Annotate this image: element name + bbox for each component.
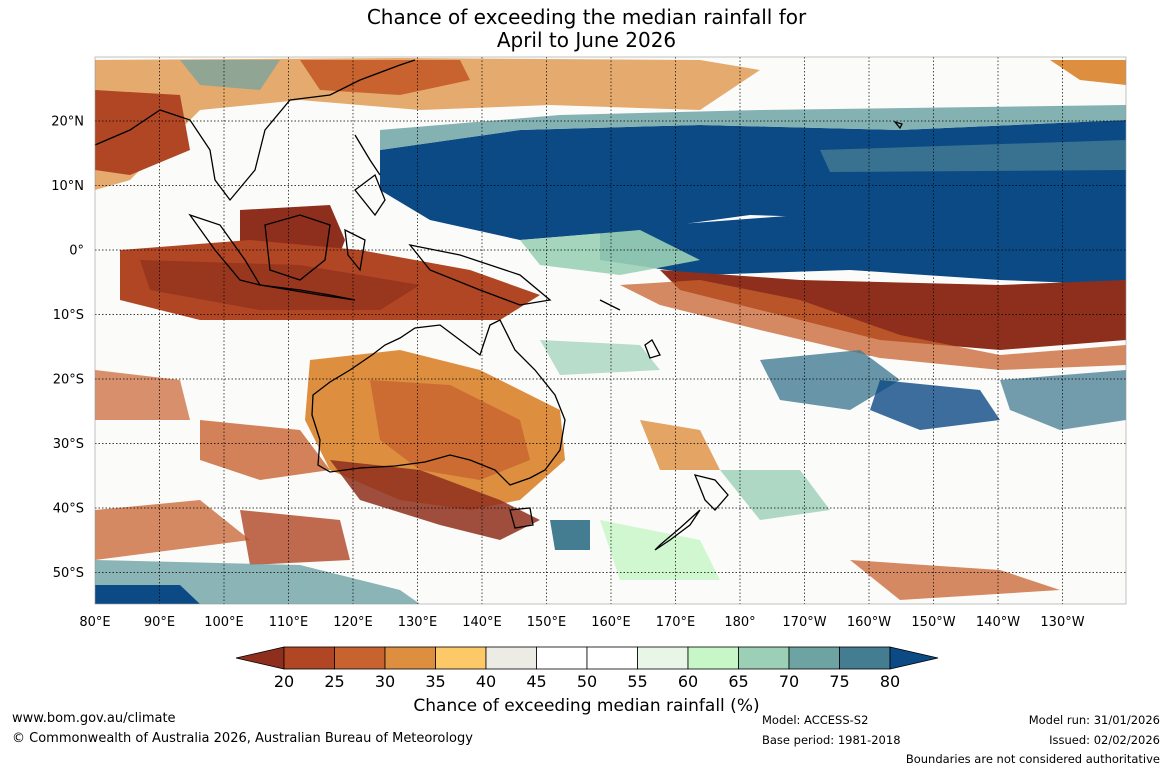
boundaries-disclaimer: Boundaries are not considered authoritat… — [905, 752, 1160, 766]
longitude-label: 130°W — [1040, 615, 1084, 630]
colorbar-swatch — [586, 646, 638, 670]
longitude-label: 150°W — [911, 615, 955, 630]
colorbar-tick: 75 — [829, 672, 849, 691]
colorbar-swatch — [435, 646, 487, 670]
colorbar-extend-low — [235, 646, 285, 670]
colorbar-swatch — [788, 646, 840, 670]
colorbar-tick: 20 — [274, 672, 294, 691]
colorbar-tick: 55 — [627, 672, 647, 691]
longitude-label: 160°W — [847, 615, 891, 630]
graticule — [95, 57, 1126, 604]
colorbar-swatch — [738, 646, 790, 670]
colorbar-tick: 50 — [577, 672, 597, 691]
colorbar — [235, 646, 939, 670]
longitude-label: 150°E — [527, 615, 567, 630]
colorbar-tick-labels: 20 25 30 35 40 45 50 55 60 65 70 75 80 — [274, 672, 900, 691]
latitude-label: 20°N — [51, 115, 84, 130]
base-period: Base period: 1981-2018 — [762, 733, 901, 747]
map-frame — [94, 56, 1127, 605]
colorbar-swatch — [839, 646, 891, 670]
colorbar-swatch — [536, 646, 588, 670]
colorbar-swatch — [485, 646, 537, 670]
colorbar-swatch — [637, 646, 689, 670]
longitude-label: 110°E — [269, 615, 309, 630]
coastlines — [94, 59, 903, 551]
longitude-label: 180° — [724, 615, 755, 630]
colorbar-label: Chance of exceeding median rainfall (%) — [413, 696, 760, 716]
longitude-label: 100°E — [204, 615, 244, 630]
latitude-label: 40°S — [53, 502, 84, 517]
bom-url[interactable]: www.bom.gov.au/climate — [12, 711, 176, 726]
latitude-label: 20°S — [53, 373, 84, 388]
colorbar-tick: 80 — [880, 672, 900, 691]
colorbar-swatch — [283, 646, 335, 670]
model-name: Model: ACCESS-S2 — [762, 713, 869, 727]
latitude-label: 10°S — [53, 308, 84, 323]
colorbar-tick: 35 — [425, 672, 445, 691]
latitude-label: 0° — [69, 244, 84, 259]
map-title-line-2: April to June 2026 — [496, 28, 677, 52]
longitude-label: 130°E — [398, 615, 438, 630]
issued-date: Issued: 02/02/2026 — [1049, 733, 1160, 747]
model-run-date: Model run: 31/01/2026 — [1028, 713, 1160, 727]
longitude-label: 80°E — [79, 615, 110, 630]
copyright-text: © Commonwealth of Australia 2026, Austra… — [12, 731, 473, 746]
longitude-label: 90°E — [144, 615, 175, 630]
colorbar-swatch — [384, 646, 436, 670]
colorbar-tick: 30 — [375, 672, 395, 691]
latitude-labels: 20°N 10°N 0° 10°S 20°S 30°S 40°S 50°S — [51, 115, 84, 582]
longitude-label: 140°W — [976, 615, 1020, 630]
longitude-label: 120°E — [333, 615, 373, 630]
longitude-label: 170°E — [656, 615, 696, 630]
colorbar-tick: 45 — [526, 672, 546, 691]
colorbar-swatch — [687, 646, 739, 670]
colorbar-tick: 65 — [728, 672, 748, 691]
latitude-label: 50°S — [53, 566, 84, 581]
colorbar-swatch — [334, 646, 386, 670]
map-title-line-1: Chance of exceeding the median rainfall … — [366, 5, 807, 29]
colorbar-extend-high — [889, 646, 939, 670]
map-field — [95, 57, 1126, 604]
latitude-label: 10°N — [51, 179, 84, 194]
longitude-label: 140°E — [462, 615, 502, 630]
longitude-labels: 80°E 90°E 100°E 110°E 120°E 130°E 140°E 150°E 16… — [79, 615, 1084, 630]
latitude-label: 30°S — [53, 437, 84, 452]
longitude-label: 170°W — [782, 615, 826, 630]
colorbar-tick: 25 — [324, 672, 344, 691]
colorbar-tick: 40 — [476, 672, 496, 691]
longitude-label: 160°E — [591, 615, 631, 630]
colorbar-tick: 70 — [779, 672, 799, 691]
colorbar-tick: 60 — [678, 672, 698, 691]
